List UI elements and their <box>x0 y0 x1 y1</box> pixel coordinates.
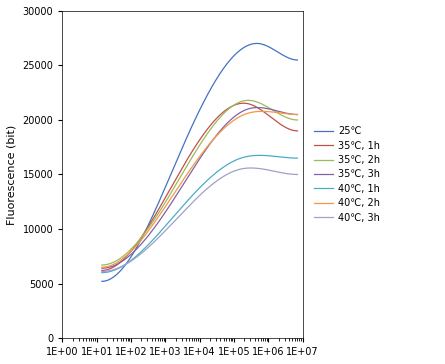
40℃, 2h <box>205 144 210 148</box>
35℃, 3h <box>192 164 198 169</box>
35℃, 2h <box>291 117 296 122</box>
25℃ <box>205 92 210 96</box>
25℃ <box>192 118 198 122</box>
35℃, 2h <box>193 149 198 153</box>
35℃, 1h <box>241 101 246 106</box>
35℃, 2h <box>260 102 265 107</box>
25℃ <box>295 58 300 62</box>
40℃, 2h <box>99 265 105 269</box>
35℃, 1h <box>193 143 198 148</box>
35℃, 3h <box>99 266 105 270</box>
35℃, 3h <box>193 162 198 167</box>
40℃, 3h <box>295 172 300 177</box>
40℃, 2h <box>193 159 198 164</box>
40℃, 3h <box>193 197 198 201</box>
40℃, 1h <box>99 270 105 275</box>
35℃, 3h <box>255 105 260 110</box>
35℃, 1h <box>295 129 300 133</box>
Line: 40℃, 1h: 40℃, 1h <box>102 155 297 273</box>
40℃, 1h <box>291 156 296 160</box>
25℃ <box>291 57 296 62</box>
35℃, 2h <box>295 118 300 122</box>
40℃, 3h <box>248 166 254 170</box>
25℃ <box>193 115 198 120</box>
35℃, 2h <box>99 263 105 267</box>
40℃, 1h <box>192 191 198 195</box>
35℃, 1h <box>291 128 296 132</box>
40℃, 3h <box>291 172 296 177</box>
35℃, 1h <box>192 145 198 150</box>
Y-axis label: Fluorescence (bit): Fluorescence (bit) <box>7 124 17 225</box>
35℃, 3h <box>205 145 210 149</box>
40℃, 2h <box>291 112 296 116</box>
35℃, 2h <box>192 151 198 155</box>
40℃, 1h <box>257 153 263 158</box>
35℃, 1h <box>216 114 221 119</box>
40℃, 3h <box>205 186 210 190</box>
25℃ <box>216 74 221 78</box>
25℃ <box>260 42 265 47</box>
35℃, 1h <box>260 109 265 113</box>
25℃ <box>254 41 259 46</box>
35℃, 2h <box>205 131 210 135</box>
40℃, 1h <box>193 189 198 194</box>
35℃, 3h <box>216 131 221 135</box>
40℃, 1h <box>216 169 221 173</box>
40℃, 3h <box>192 198 198 202</box>
Line: 40℃, 2h: 40℃, 2h <box>102 111 297 267</box>
35℃, 3h <box>291 112 296 116</box>
40℃, 2h <box>259 109 265 114</box>
35℃, 1h <box>99 268 105 273</box>
40℃, 1h <box>295 156 300 160</box>
40℃, 3h <box>260 167 265 171</box>
35℃, 3h <box>295 112 300 117</box>
25℃ <box>99 279 105 284</box>
40℃, 1h <box>205 178 210 182</box>
35℃, 3h <box>260 106 265 110</box>
Legend: 25℃, 35℃, 1h, 35℃, 2h, 35℃, 3h, 40℃, 1h, 40℃, 2h, 40℃, 3h: 25℃, 35℃, 1h, 35℃, 2h, 35℃, 3h, 40℃, 1h,… <box>310 122 384 226</box>
Line: 35℃, 1h: 35℃, 1h <box>102 103 297 270</box>
40℃, 2h <box>295 112 300 117</box>
40℃, 2h <box>192 161 198 165</box>
35℃, 2h <box>216 117 221 122</box>
Line: 40℃, 3h: 40℃, 3h <box>102 168 297 272</box>
Line: 35℃, 3h: 35℃, 3h <box>102 107 297 268</box>
40℃, 3h <box>216 178 221 182</box>
40℃, 2h <box>216 132 221 136</box>
40℃, 1h <box>260 153 265 158</box>
35℃, 2h <box>245 98 251 103</box>
Line: 35℃, 2h: 35℃, 2h <box>102 100 297 265</box>
Line: 25℃: 25℃ <box>102 43 297 281</box>
40℃, 2h <box>260 109 265 114</box>
35℃, 1h <box>205 127 210 131</box>
40℃, 3h <box>99 269 105 274</box>
